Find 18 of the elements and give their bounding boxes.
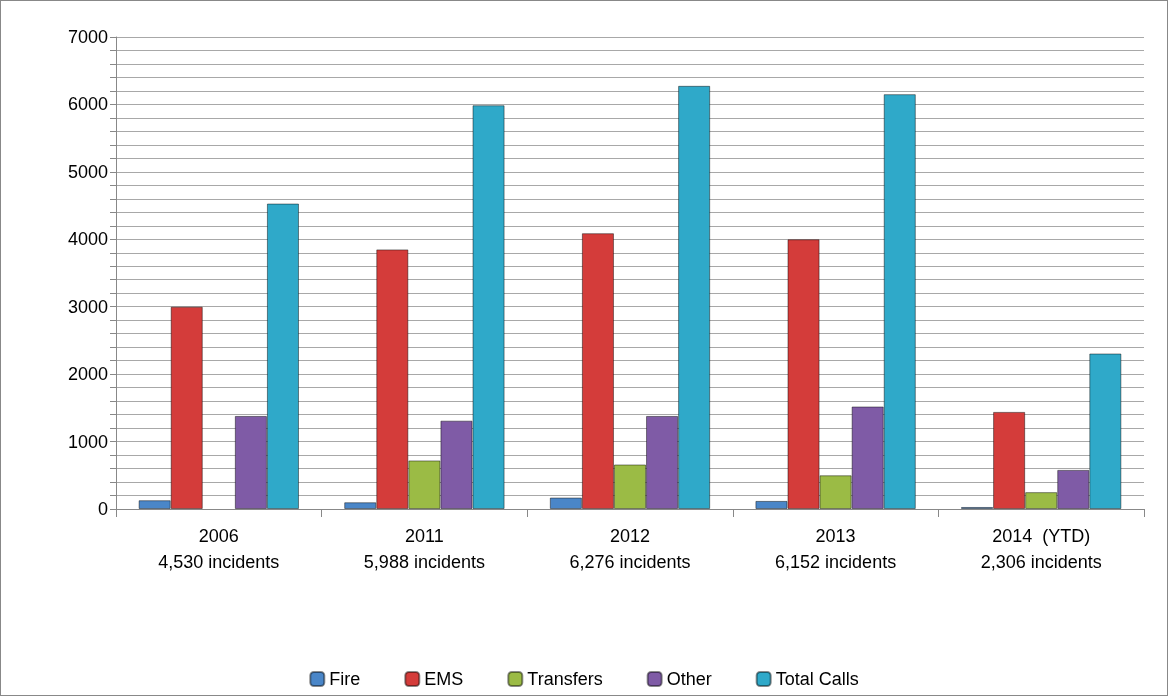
legend-label: Transfers bbox=[527, 669, 603, 689]
legend-label: Fire bbox=[329, 669, 361, 689]
legend-label: EMS bbox=[424, 669, 464, 689]
x-tick-label: 2006 4,530 incidents bbox=[158, 526, 280, 572]
x-tick-label: 2011 5,988 incidents bbox=[363, 526, 485, 572]
y-tick-label: 2000 bbox=[67, 364, 108, 385]
y-tick-label: 1000 bbox=[67, 431, 108, 452]
legend-label: Other bbox=[666, 669, 712, 689]
y-tick-label: 7000 bbox=[67, 27, 108, 47]
y-tick-label: 6000 bbox=[67, 94, 108, 115]
legend-label: Total Calls bbox=[775, 669, 859, 689]
x-tick-label: 2012 6,276 incidents bbox=[569, 526, 691, 572]
x-tick-label: 2013 6,152 incidents bbox=[775, 526, 897, 572]
y-tick-label: 4000 bbox=[67, 229, 108, 250]
x-tick-label: 2014 (YTD) 2,306 incidents bbox=[980, 526, 1102, 572]
y-tick-label: 0 bbox=[97, 499, 108, 519]
y-tick-label: 3000 bbox=[67, 296, 108, 317]
y-tick-label: 5000 bbox=[67, 161, 108, 182]
